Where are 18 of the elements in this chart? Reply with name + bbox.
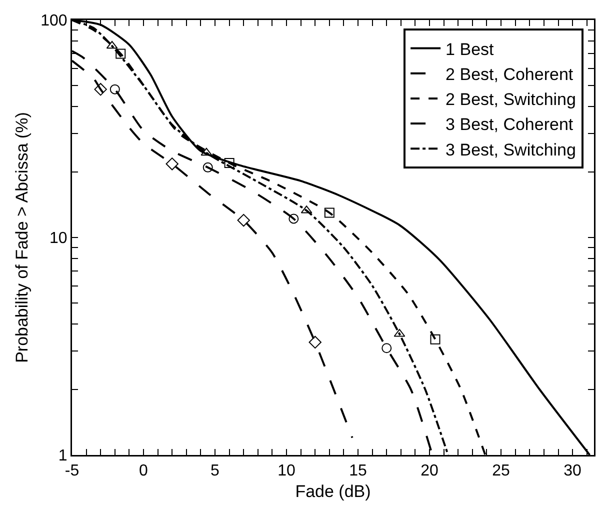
legend-label: 1 Best [446,40,494,59]
x-tick-label: 20 [420,462,439,480]
x-tick-label: 0 [139,462,148,480]
x-axis-title: Fade (dB) [295,482,371,501]
x-tick-label: 15 [349,462,368,480]
legend-label: 2 Best, Switching [446,90,576,110]
y-tick-label: 10 [50,230,68,248]
y-tick-label: 1 [58,448,68,465]
y-tick-label: 100 [40,12,68,30]
y-axis-title: Probability of Fade > Abcissa (%) [12,112,32,363]
legend-label: 3 Best, Switching [446,140,576,160]
legend-label: 2 Best, Coherent [446,64,574,84]
x-tick-label: 30 [564,462,582,480]
x-tick-label: -5 [64,462,80,480]
x-tick-label: 25 [492,462,510,480]
legend-label: 3 Best, Coherent [446,115,574,134]
x-tick-label: 5 [210,462,220,480]
x-tick-label: 10 [278,462,296,480]
